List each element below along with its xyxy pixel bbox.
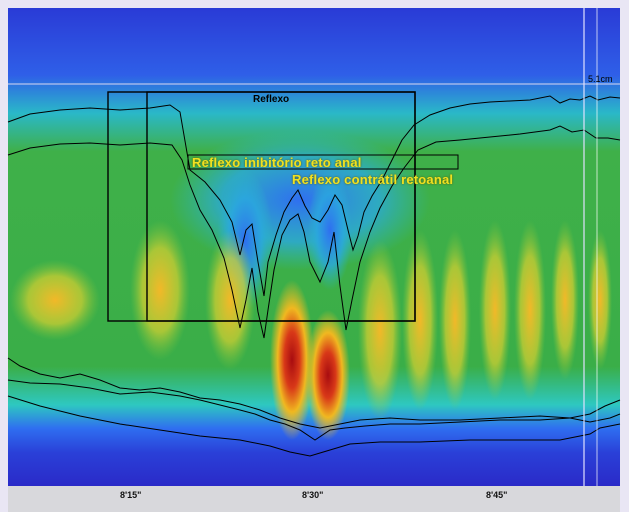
peak-pressure-right	[306, 310, 350, 440]
time-axis	[8, 486, 620, 512]
reflex-box-title: Reflexo	[253, 94, 290, 105]
time-tick-label: 8'15"	[120, 490, 142, 500]
rair-annotation-box	[187, 154, 459, 170]
time-tick-label: 8'30"	[302, 490, 324, 500]
peak-pressure-left	[270, 280, 314, 440]
depth-marker-label: 5.1cm	[588, 74, 613, 84]
time-tick-label: 8'45"	[486, 490, 508, 500]
rac-annotation-label: Reflexo contrátil retoanal	[292, 172, 454, 187]
reflex-window-inner[interactable]	[146, 91, 416, 322]
rair-annotation-label: Reflexo inibitório reto anal	[192, 155, 362, 170]
